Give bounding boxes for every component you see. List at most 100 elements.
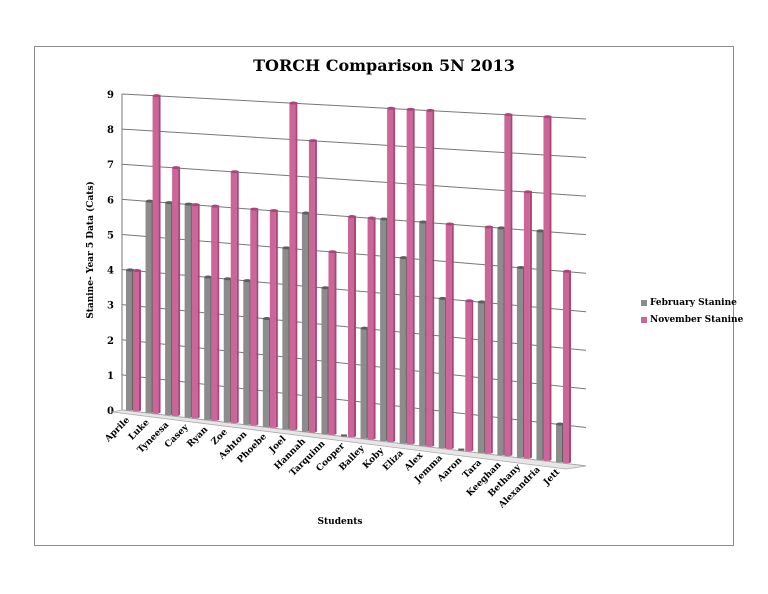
bar-february (458, 448, 465, 451)
bar-november (387, 108, 394, 442)
bar-november (348, 216, 354, 438)
bar-february (556, 424, 562, 463)
bar-november (328, 251, 335, 435)
x-axis-label: Students (317, 517, 363, 527)
bar-february (223, 278, 230, 423)
bar-november-side (412, 108, 415, 445)
bar-november-side (256, 208, 259, 426)
bar-november (445, 223, 452, 450)
y-tick-label: 4 (107, 266, 114, 277)
bar-november-top (211, 204, 220, 208)
x-tick-label: Aprile (103, 415, 133, 445)
gridline (121, 128, 587, 159)
bar-november-top (484, 225, 493, 229)
y-tick-label: 5 (107, 230, 114, 241)
y-tick-label: 7 (107, 160, 114, 171)
bar-february (341, 434, 347, 437)
bar-november-top (523, 190, 532, 194)
bar-november-top (269, 209, 278, 213)
bar-february (282, 247, 289, 430)
bar-november-top (387, 106, 396, 110)
bar-february (399, 257, 406, 444)
bar-november (563, 271, 569, 464)
bar-november (406, 109, 413, 445)
y-tick-label: 2 (107, 336, 114, 347)
bar-november (367, 218, 374, 440)
bar-november-side (471, 299, 474, 452)
bar-november (269, 210, 276, 428)
bar-february (204, 277, 211, 420)
bar-february-top (477, 300, 486, 304)
bar-november (426, 110, 433, 447)
y-tick-label: 6 (107, 195, 114, 206)
bar-november (484, 226, 491, 454)
bar-february-top (223, 277, 232, 281)
bar-november-side (529, 190, 532, 459)
bar-november-top (152, 94, 161, 98)
bar-november-top (465, 299, 474, 303)
chart-floor (111, 409, 587, 470)
bar-february-top (399, 256, 408, 260)
bar-november-top (133, 269, 141, 273)
bar-november-side (451, 222, 454, 450)
legend-swatch-november (641, 316, 647, 323)
bar-february-top (556, 422, 564, 426)
bar-february (301, 213, 308, 432)
chart-title: TORCH Comparison 5N 2013 (253, 56, 515, 75)
y-tick-label: 9 (107, 90, 114, 101)
bar-november-top (367, 216, 376, 220)
bar-february-top (126, 268, 134, 272)
bar-november-side (373, 217, 376, 440)
bar-november-side (139, 269, 141, 412)
legend-item-february: February Stanine (641, 294, 743, 311)
legend: February Stanine November Stanine (641, 294, 743, 328)
legend-swatch-february (641, 299, 647, 306)
bar-february-top (165, 201, 174, 205)
y-tick-label: 0 (107, 406, 114, 417)
bar-november-side (314, 139, 317, 433)
bar-november (543, 116, 550, 461)
bar-february (380, 218, 387, 442)
bar-november-top (191, 203, 200, 207)
bar-february-top (145, 199, 154, 203)
bar-november-side (275, 209, 278, 428)
bar-november-top (250, 207, 259, 211)
bar-february (145, 201, 152, 413)
y-tick-label: 1 (107, 371, 114, 382)
bar-february-top (321, 286, 330, 290)
bar-november-side (432, 109, 435, 447)
bar-february-top (204, 275, 213, 279)
bar-november-side (569, 270, 571, 464)
bar-november (133, 270, 139, 412)
bar-february (360, 328, 367, 439)
bar-february-top (438, 296, 447, 300)
bar-february-top (262, 317, 271, 321)
bar-november (523, 191, 530, 459)
bar-november-side (295, 102, 298, 431)
bar-february-top (380, 217, 389, 221)
bar-november (308, 140, 315, 433)
bar-november-side (217, 205, 220, 421)
bar-november (211, 206, 218, 421)
x-tick-label: Jett (541, 467, 562, 488)
bar-february-top (360, 326, 369, 330)
bar-february (536, 230, 543, 461)
gridline (121, 163, 587, 197)
bar-november (230, 171, 237, 424)
bar-february-top (516, 265, 525, 269)
bar-november-top (543, 115, 552, 119)
bar-february-top (184, 202, 193, 206)
bar-february-top (282, 246, 291, 250)
bar-november-top (289, 101, 298, 105)
bar-february (184, 204, 191, 418)
bar-november-top (348, 215, 356, 219)
gridline (121, 93, 587, 120)
bar-november-side (236, 170, 239, 424)
bar-february-top (243, 279, 252, 283)
bar-november-top (445, 222, 454, 226)
bar-november (191, 204, 198, 419)
bar-november-top (426, 108, 435, 112)
bar-november-top (308, 139, 317, 143)
bar-february (262, 318, 269, 427)
